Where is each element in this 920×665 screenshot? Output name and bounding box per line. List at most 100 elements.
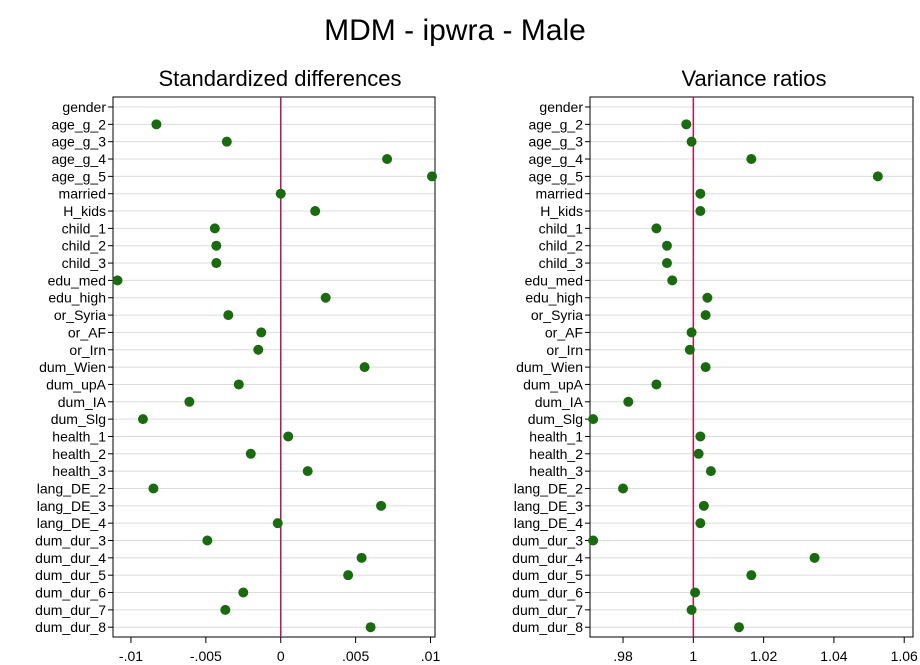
y-tick-label-or_AF: or_AF bbox=[545, 324, 583, 340]
y-tick-label-edu_high: edu_high bbox=[48, 290, 106, 306]
panel-standardized-differences: Standardized differences genderage_g_2ag… bbox=[35, 66, 440, 664]
y-tick-label-dum_dur_5: dum_dur_5 bbox=[512, 567, 583, 583]
point-age_g_3 bbox=[221, 136, 232, 147]
y-tick-label-lang_DE_3: lang_DE_3 bbox=[514, 498, 583, 514]
y-tick-label-age_g_4: age_g_4 bbox=[51, 151, 106, 167]
y-tick-label-dum_dur_8: dum_dur_8 bbox=[35, 619, 106, 635]
point-age_g_2 bbox=[151, 119, 162, 130]
y-tick-label-lang_DE_4: lang_DE_4 bbox=[514, 515, 583, 531]
x-tick-label: -.005 bbox=[190, 648, 222, 664]
point-child_2 bbox=[661, 240, 672, 251]
point-or_Syria bbox=[223, 310, 234, 321]
y-tick-label-dum_dur_5: dum_dur_5 bbox=[35, 567, 106, 583]
point-age_g_5 bbox=[872, 171, 883, 182]
y-tick-label-dum_upA: dum_upA bbox=[46, 376, 107, 392]
y-tick-label-dum_upA: dum_upA bbox=[523, 376, 584, 392]
x-tick-label: .005 bbox=[342, 648, 369, 664]
point-or_AF bbox=[686, 327, 697, 338]
point-health_2 bbox=[693, 448, 704, 459]
point-age_g_5 bbox=[427, 171, 438, 182]
y-tick-label-or_Irn: or_Irn bbox=[546, 342, 583, 358]
point-married bbox=[275, 188, 286, 199]
y-tick-label-dum_dur_8: dum_dur_8 bbox=[512, 619, 583, 635]
point-dum_dur_7 bbox=[220, 604, 231, 615]
y-tick-label-age_g_2: age_g_2 bbox=[51, 116, 106, 132]
y-tick-label-age_g_4: age_g_4 bbox=[528, 151, 583, 167]
y-tick-label-edu_med: edu_med bbox=[525, 272, 583, 288]
point-dum_Wien bbox=[700, 362, 711, 373]
point-dum_IA bbox=[184, 396, 195, 407]
x-tick-label: 1 bbox=[689, 648, 697, 664]
panel-title: Variance ratios bbox=[681, 66, 826, 91]
y-tick-label-dum_Slg: dum_Slg bbox=[528, 411, 583, 427]
y-tick-label-gender: gender bbox=[539, 99, 583, 115]
point-or_AF bbox=[256, 327, 267, 338]
point-married bbox=[695, 188, 706, 199]
x-tick-label: .98 bbox=[613, 648, 633, 664]
y-tick-label-gender: gender bbox=[62, 99, 106, 115]
point-edu_med bbox=[667, 275, 678, 286]
point-health_1 bbox=[283, 431, 294, 442]
y-tick-label-dum_Wien: dum_Wien bbox=[516, 359, 583, 375]
y-tick-label-age_g_3: age_g_3 bbox=[51, 134, 106, 150]
point-lang_DE_4 bbox=[695, 518, 706, 529]
point-dum_dur_8 bbox=[365, 622, 376, 633]
point-child_3 bbox=[661, 258, 672, 269]
panel-variance-ratios: Variance ratios genderage_g_2age_g_3age_… bbox=[512, 66, 918, 664]
point-dum_upA bbox=[651, 379, 662, 390]
point-edu_high bbox=[702, 292, 713, 303]
point-dum_upA bbox=[233, 379, 244, 390]
y-tick-label-dum_dur_4: dum_dur_4 bbox=[35, 550, 106, 566]
y-tick-label-lang_DE_2: lang_DE_2 bbox=[37, 480, 106, 496]
point-dum_Slg bbox=[137, 414, 148, 425]
point-dum_dur_3 bbox=[588, 535, 599, 546]
point-health_2 bbox=[245, 448, 256, 459]
y-tick-label-dum_dur_6: dum_dur_6 bbox=[35, 585, 106, 601]
point-lang_DE_2 bbox=[148, 483, 159, 494]
y-tick-label-lang_DE_3: lang_DE_3 bbox=[37, 498, 106, 514]
point-health_1 bbox=[695, 431, 706, 442]
point-dum_Wien bbox=[359, 362, 370, 373]
point-or_Syria bbox=[700, 310, 711, 321]
point-age_g_2 bbox=[681, 119, 692, 130]
point-lang_DE_3 bbox=[698, 500, 709, 511]
y-tick-label-dum_Slg: dum_Slg bbox=[51, 411, 106, 427]
y-tick-label-married: married bbox=[536, 186, 583, 202]
y-tick-label-H_kids: H_kids bbox=[63, 203, 106, 219]
x-tick-label: .01 bbox=[421, 648, 441, 664]
point-dum_dur_4 bbox=[356, 552, 367, 563]
point-dum_dur_6 bbox=[690, 587, 701, 598]
x-tick-label: 1.04 bbox=[820, 648, 847, 664]
x-tick-label: 1.06 bbox=[891, 648, 918, 664]
point-or_Irn bbox=[684, 344, 695, 355]
y-tick-label-age_g_5: age_g_5 bbox=[528, 168, 583, 184]
point-dum_Slg bbox=[588, 414, 599, 425]
y-tick-label-dum_IA: dum_IA bbox=[535, 394, 584, 410]
y-tick-label-or_AF: or_AF bbox=[68, 324, 106, 340]
point-lang_DE_2 bbox=[618, 483, 629, 494]
y-tick-label-dum_IA: dum_IA bbox=[58, 394, 107, 410]
figure-title: MDM - ipwra - Male bbox=[324, 14, 586, 47]
point-edu_high bbox=[320, 292, 331, 303]
y-tick-label-or_Syria: or_Syria bbox=[54, 307, 106, 323]
y-tick-label-health_1: health_1 bbox=[52, 428, 106, 444]
point-health_3 bbox=[705, 466, 716, 477]
y-tick-label-edu_med: edu_med bbox=[48, 272, 106, 288]
x-tick-label: 0 bbox=[277, 648, 285, 664]
panel-title: Standardized differences bbox=[159, 66, 402, 91]
point-H_kids bbox=[310, 206, 321, 217]
y-tick-label-child_2: child_2 bbox=[62, 238, 107, 254]
y-tick-label-child_3: child_3 bbox=[539, 255, 584, 271]
y-tick-label-edu_high: edu_high bbox=[525, 290, 583, 306]
point-dum_IA bbox=[623, 396, 634, 407]
y-tick-label-health_2: health_2 bbox=[529, 446, 583, 462]
point-dum_dur_5 bbox=[746, 570, 757, 581]
y-tick-label-dum_dur_7: dum_dur_7 bbox=[35, 602, 106, 618]
point-child_2 bbox=[211, 240, 222, 251]
point-H_kids bbox=[695, 206, 706, 217]
y-tick-label-married: married bbox=[59, 186, 106, 202]
x-tick-label: 1.02 bbox=[750, 648, 777, 664]
y-tick-label-dum_dur_4: dum_dur_4 bbox=[512, 550, 583, 566]
point-dum_dur_6 bbox=[238, 587, 249, 598]
